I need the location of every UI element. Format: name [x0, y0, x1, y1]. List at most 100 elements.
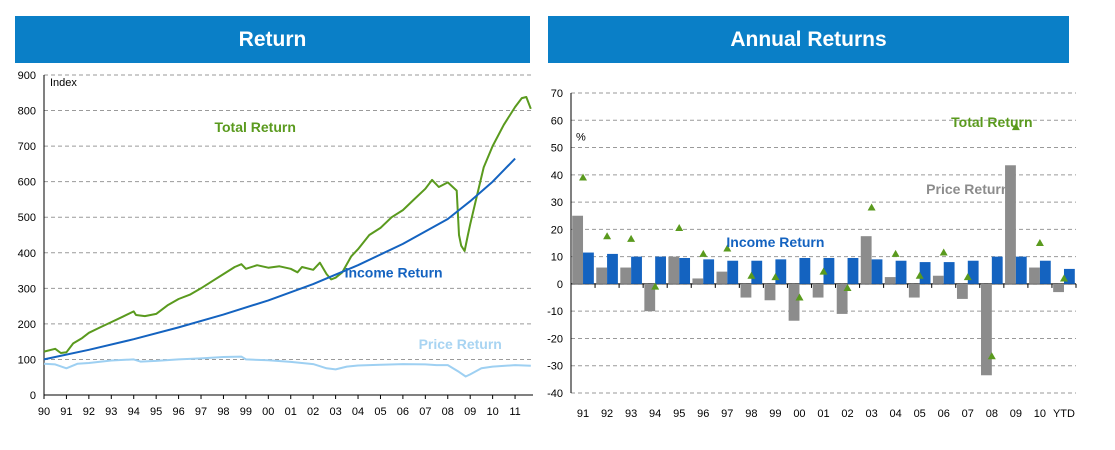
income-return-bar — [631, 256, 642, 284]
y-tick-label: 300 — [18, 283, 36, 295]
x-tick-label: 05 — [914, 408, 926, 420]
y-tick-label: 600 — [18, 177, 36, 189]
y-tick-label: 40 — [551, 170, 563, 182]
y-tick-label: 70 — [551, 88, 563, 100]
income-return-bar — [799, 258, 811, 284]
total-return-marker — [579, 173, 587, 181]
series-line — [43, 157, 516, 361]
total-return-marker — [1011, 123, 1020, 131]
series-line — [43, 96, 532, 354]
total-return-marker — [603, 232, 612, 240]
income-return-bar — [703, 259, 715, 284]
price-return-bar — [692, 278, 704, 284]
x-tick-label: 92 — [601, 408, 613, 420]
x-tick-label: 07 — [419, 406, 431, 418]
x-tick-label: 03 — [329, 406, 341, 418]
x-tick-label: 09 — [464, 406, 476, 418]
income-return-bar — [823, 258, 835, 284]
price-return-bar — [620, 267, 632, 284]
income-return-bar — [919, 262, 931, 284]
x-tick-label: 90 — [38, 406, 50, 418]
total-return-marker — [915, 271, 924, 279]
total-return-marker — [819, 267, 828, 275]
x-tick-label: 99 — [240, 406, 252, 418]
x-tick-label: 94 — [649, 408, 661, 420]
series-label: Total Return — [951, 114, 1032, 130]
x-tick-label: 08 — [986, 408, 998, 420]
price-return-bar — [572, 215, 584, 284]
income-return-bar — [655, 256, 666, 284]
y-tick-label: 100 — [18, 354, 36, 366]
total-return-marker — [627, 234, 636, 242]
y-tick-label: 30 — [551, 197, 563, 209]
x-tick-label: 95 — [150, 406, 162, 418]
y-tick-label: 900 — [18, 70, 36, 82]
y-tick-label: -40 — [547, 388, 563, 400]
x-tick-label: 91 — [60, 406, 72, 418]
x-tick-label: 96 — [697, 408, 709, 420]
income-return-bar — [967, 260, 979, 284]
income-return-bar — [943, 262, 955, 284]
price-return-bar — [596, 267, 608, 284]
income-return-bar — [847, 258, 859, 284]
y-tick-label: 10 — [551, 252, 563, 264]
income-return-bar — [1039, 260, 1051, 284]
price-return-bar — [836, 283, 848, 314]
total-return-marker — [771, 273, 780, 281]
total-return-marker — [747, 271, 756, 279]
x-tick-label: 93 — [625, 408, 637, 420]
total-return-marker — [1060, 274, 1068, 282]
total-return-marker — [843, 284, 852, 291]
price-return-bar — [668, 256, 680, 284]
price-return-bar — [860, 236, 872, 284]
y-tick-label: 0 — [557, 279, 563, 291]
x-tick-label: 01 — [285, 406, 297, 418]
total-return-marker — [795, 293, 804, 301]
annual-returns-panel-title: Annual Returns — [548, 16, 1069, 63]
total-return-marker — [675, 224, 684, 231]
x-tick-label: 07 — [962, 408, 974, 420]
y-tick-label: -30 — [547, 361, 563, 373]
series-line — [43, 355, 531, 378]
x-tick-label: 95 — [673, 408, 685, 420]
price-return-bar — [956, 283, 968, 299]
x-tick-label: 00 — [793, 408, 805, 420]
total-return-marker — [867, 203, 876, 211]
price-return-bar — [1005, 165, 1016, 284]
price-return-bar — [740, 283, 752, 298]
total-return-marker — [699, 249, 708, 257]
income-return-bar — [775, 259, 787, 284]
price-return-bar — [884, 277, 896, 284]
price-return-bar — [1053, 283, 1064, 293]
x-tick-label: 03 — [865, 408, 877, 420]
x-tick-label: 97 — [721, 408, 733, 420]
y-tick-label: 700 — [18, 141, 36, 153]
series-label: Income Return — [726, 234, 824, 250]
y-tick-label: 50 — [551, 143, 563, 155]
total-return-marker — [1035, 239, 1044, 246]
income-return-bar — [1063, 268, 1075, 284]
y-tick-label: -20 — [547, 333, 563, 345]
x-tick-label: 02 — [841, 408, 853, 420]
x-tick-label: 06 — [397, 406, 409, 418]
x-tick-label: 06 — [938, 408, 950, 420]
y-tick-label: 60 — [551, 115, 563, 127]
y-tick-label: 800 — [18, 106, 36, 118]
x-tick-label: 92 — [83, 406, 95, 418]
total-return-marker — [939, 248, 948, 256]
income-return-bar — [871, 259, 883, 284]
income-return-bar — [679, 258, 691, 284]
x-tick-label: 00 — [262, 406, 274, 418]
x-tick-label: 93 — [105, 406, 117, 418]
price-return-bar — [908, 283, 920, 298]
y-tick-label: 500 — [18, 212, 36, 224]
y-tick-label: 0 — [30, 390, 36, 402]
price-return-bar — [644, 283, 656, 312]
x-tick-label: 04 — [890, 408, 902, 420]
x-tick-label: 02 — [307, 406, 319, 418]
income-return-bar — [751, 260, 763, 284]
x-tick-label: YTD — [1053, 408, 1075, 420]
total-return-marker — [987, 352, 996, 360]
y-axis-label: Index — [50, 77, 77, 89]
